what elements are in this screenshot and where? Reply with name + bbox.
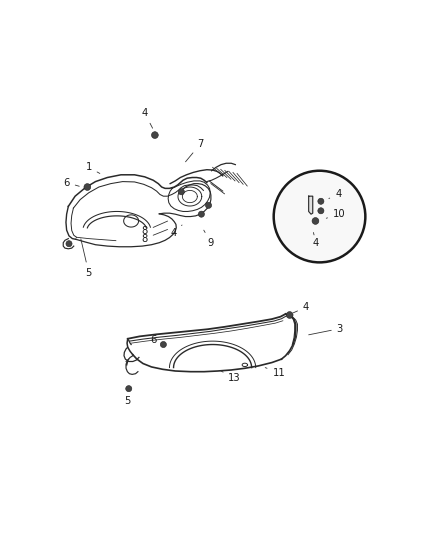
- Text: 4: 4: [313, 232, 319, 248]
- Text: 7: 7: [186, 139, 204, 162]
- Circle shape: [178, 189, 184, 195]
- Text: 8: 8: [141, 230, 168, 244]
- Text: 13: 13: [221, 371, 241, 383]
- Text: 8: 8: [141, 221, 168, 236]
- Text: 4: 4: [170, 225, 182, 238]
- Text: 5: 5: [124, 389, 131, 406]
- Circle shape: [286, 312, 293, 318]
- Text: 11: 11: [265, 368, 285, 378]
- Text: 9: 9: [204, 230, 214, 248]
- Text: 6: 6: [64, 177, 79, 188]
- Circle shape: [318, 198, 324, 204]
- Text: 4: 4: [141, 108, 152, 128]
- Circle shape: [205, 203, 212, 208]
- Text: 3: 3: [309, 324, 343, 335]
- Circle shape: [198, 211, 205, 217]
- Circle shape: [66, 241, 72, 247]
- Circle shape: [84, 184, 91, 190]
- Polygon shape: [309, 196, 313, 214]
- Text: 4: 4: [329, 190, 341, 199]
- Circle shape: [126, 385, 132, 392]
- Text: 6: 6: [150, 335, 162, 345]
- Circle shape: [152, 132, 158, 139]
- Circle shape: [318, 208, 324, 214]
- Circle shape: [312, 217, 319, 224]
- Circle shape: [160, 342, 166, 348]
- Text: 4: 4: [293, 302, 309, 313]
- Text: 5: 5: [81, 239, 92, 278]
- Text: 10: 10: [326, 209, 346, 219]
- Text: 1: 1: [85, 163, 100, 173]
- Circle shape: [274, 171, 365, 262]
